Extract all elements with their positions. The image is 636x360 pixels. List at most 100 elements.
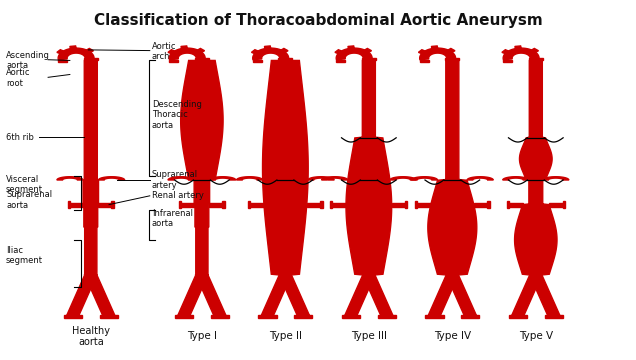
Text: Renal artery: Renal artery	[151, 191, 204, 200]
Polygon shape	[428, 275, 459, 315]
Polygon shape	[258, 315, 277, 318]
Polygon shape	[445, 58, 459, 60]
Text: Iliac
segment: Iliac segment	[6, 246, 43, 265]
Polygon shape	[378, 315, 396, 318]
Text: Ascending
aorta: Ascending aorta	[6, 51, 50, 70]
Polygon shape	[529, 49, 539, 54]
Polygon shape	[503, 48, 539, 60]
Text: Visceral
segment: Visceral segment	[6, 175, 43, 194]
Polygon shape	[279, 275, 310, 315]
Text: Suprarenal
artery: Suprarenal artery	[151, 170, 198, 190]
Text: Healthy
aorta: Healthy aorta	[72, 326, 110, 347]
Text: Type II: Type II	[269, 332, 302, 342]
Polygon shape	[336, 48, 372, 60]
Polygon shape	[363, 275, 393, 315]
Polygon shape	[85, 275, 115, 315]
Text: Classification of Thoracoabdominal Aortic Aneurysm: Classification of Thoracoabdominal Aorti…	[93, 13, 543, 28]
Polygon shape	[169, 48, 205, 60]
Polygon shape	[69, 203, 84, 207]
Polygon shape	[331, 203, 346, 207]
Polygon shape	[512, 275, 542, 315]
Polygon shape	[70, 46, 77, 51]
Polygon shape	[178, 275, 208, 315]
Text: 6th rib: 6th rib	[6, 133, 34, 142]
Polygon shape	[362, 58, 376, 60]
Polygon shape	[237, 177, 263, 180]
Polygon shape	[346, 60, 392, 275]
Polygon shape	[83, 60, 99, 275]
Polygon shape	[111, 201, 113, 208]
Polygon shape	[100, 315, 118, 318]
Polygon shape	[252, 60, 261, 62]
Polygon shape	[307, 203, 321, 207]
Polygon shape	[57, 50, 67, 55]
Polygon shape	[415, 201, 417, 208]
Polygon shape	[461, 315, 480, 318]
Polygon shape	[195, 58, 209, 60]
Polygon shape	[487, 201, 490, 208]
Polygon shape	[279, 58, 293, 60]
Polygon shape	[502, 177, 529, 180]
Polygon shape	[418, 50, 429, 55]
Polygon shape	[420, 48, 455, 60]
Polygon shape	[467, 177, 494, 180]
Polygon shape	[58, 48, 94, 60]
Text: Type I: Type I	[187, 332, 217, 342]
Polygon shape	[515, 60, 557, 275]
Polygon shape	[84, 58, 98, 60]
Polygon shape	[181, 60, 223, 275]
Polygon shape	[321, 201, 322, 208]
Polygon shape	[507, 201, 509, 208]
Polygon shape	[348, 46, 355, 51]
Polygon shape	[249, 203, 264, 207]
Polygon shape	[58, 60, 67, 62]
Polygon shape	[251, 50, 261, 55]
Polygon shape	[68, 201, 70, 208]
Polygon shape	[263, 60, 308, 275]
Polygon shape	[180, 203, 195, 207]
Polygon shape	[515, 46, 522, 51]
Polygon shape	[179, 201, 181, 208]
Polygon shape	[390, 177, 416, 180]
Polygon shape	[405, 201, 408, 208]
Polygon shape	[543, 177, 569, 180]
Polygon shape	[420, 60, 429, 62]
Text: Descending
Thoracic
aorta: Descending Thoracic aorta	[151, 100, 202, 130]
Polygon shape	[446, 275, 476, 315]
Polygon shape	[345, 275, 375, 315]
Polygon shape	[362, 49, 371, 54]
Polygon shape	[544, 315, 563, 318]
Polygon shape	[83, 49, 93, 54]
Text: Infrarenal
aorta: Infrarenal aorta	[151, 209, 193, 228]
Polygon shape	[261, 275, 291, 315]
Polygon shape	[168, 50, 178, 55]
Polygon shape	[308, 177, 334, 180]
Polygon shape	[196, 275, 226, 315]
Polygon shape	[529, 58, 543, 60]
Polygon shape	[168, 177, 194, 180]
Polygon shape	[530, 275, 560, 315]
Text: Aortic
arch: Aortic arch	[151, 42, 176, 61]
Polygon shape	[474, 203, 488, 207]
Text: Type IV: Type IV	[434, 332, 471, 342]
Polygon shape	[431, 46, 438, 51]
Polygon shape	[503, 60, 512, 62]
Polygon shape	[57, 177, 83, 180]
Polygon shape	[335, 50, 345, 55]
Polygon shape	[392, 203, 406, 207]
Text: Type V: Type V	[519, 332, 553, 342]
Polygon shape	[278, 49, 288, 54]
Polygon shape	[502, 50, 512, 55]
Polygon shape	[425, 315, 443, 318]
Text: Aortic
root: Aortic root	[6, 68, 31, 88]
Polygon shape	[508, 203, 523, 207]
Text: Suprarenal
aorta: Suprarenal aorta	[6, 190, 52, 210]
Polygon shape	[252, 48, 289, 60]
Polygon shape	[336, 60, 345, 62]
Polygon shape	[175, 315, 193, 318]
Polygon shape	[211, 315, 229, 318]
Polygon shape	[330, 201, 333, 208]
Polygon shape	[509, 315, 527, 318]
Polygon shape	[549, 203, 563, 207]
Polygon shape	[99, 177, 125, 180]
